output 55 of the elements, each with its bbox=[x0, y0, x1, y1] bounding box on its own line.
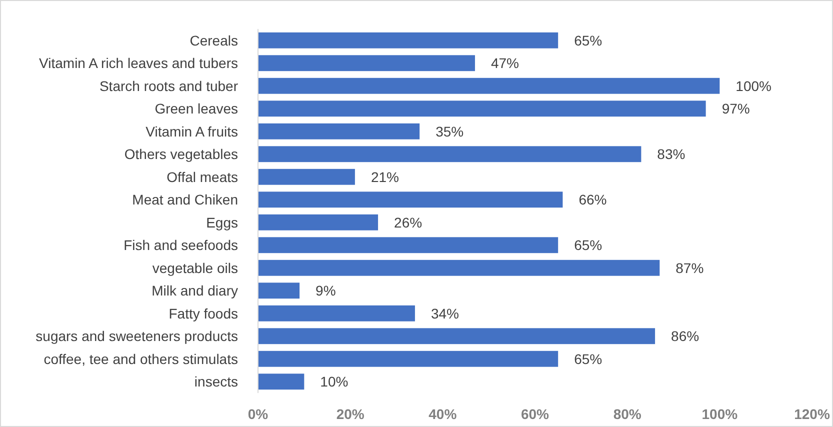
data-label: 21% bbox=[370, 168, 399, 185]
y-tick-label: coffee, tee and others stimulats bbox=[44, 350, 238, 367]
y-tick-label: Cereals bbox=[190, 32, 238, 48]
bar bbox=[258, 282, 300, 299]
data-label: 65% bbox=[574, 32, 602, 48]
data-label: 9% bbox=[316, 282, 336, 299]
data-label: 35% bbox=[436, 123, 464, 140]
bar bbox=[258, 146, 642, 162]
bar bbox=[258, 328, 656, 344]
y-tick-label: Fish and seefoods bbox=[124, 237, 238, 254]
bar bbox=[258, 260, 660, 276]
x-tick-label: 80% bbox=[613, 406, 642, 422]
bar bbox=[258, 123, 420, 140]
bar bbox=[258, 374, 304, 390]
y-tick-label: Others vegetables bbox=[124, 146, 238, 162]
data-label: 83% bbox=[657, 146, 686, 162]
data-label: 47% bbox=[490, 55, 520, 72]
y-tick-label: sugars and sweeteners products bbox=[36, 328, 238, 344]
bar bbox=[258, 100, 706, 117]
y-tick-label: Offal meats bbox=[166, 168, 238, 185]
y-tick-label: Starch roots and tuber bbox=[99, 78, 238, 94]
bar bbox=[258, 78, 720, 94]
data-label: 86% bbox=[671, 328, 700, 344]
x-tick-label: 100% bbox=[702, 406, 738, 422]
data-label: 10% bbox=[320, 374, 348, 390]
data-label: 100% bbox=[736, 78, 772, 94]
y-tick-label: Vitamin A fruits bbox=[146, 123, 238, 140]
bar bbox=[258, 168, 355, 185]
y-tick-label: Eggs bbox=[206, 214, 238, 230]
bar bbox=[258, 350, 558, 367]
x-tick-label: 20% bbox=[336, 406, 365, 422]
bar bbox=[258, 214, 378, 230]
y-tick-label: Milk and diary bbox=[152, 282, 238, 299]
y-tick-label: vegetable oils bbox=[152, 260, 238, 276]
bar bbox=[258, 32, 558, 48]
data-label: 87% bbox=[676, 260, 704, 276]
bar bbox=[258, 192, 563, 208]
y-tick-label: Green leaves bbox=[154, 100, 238, 117]
data-label: 65% bbox=[574, 350, 602, 367]
x-tick-label: 60% bbox=[520, 406, 550, 422]
y-tick-label: insects bbox=[194, 374, 238, 390]
data-label: 26% bbox=[394, 214, 422, 230]
data-label: 34% bbox=[430, 305, 459, 322]
x-tick-label: 0% bbox=[248, 406, 269, 422]
bar bbox=[258, 55, 475, 72]
y-tick-label: Vitamin A rich leaves and tubers bbox=[39, 55, 238, 72]
x-tick-label: 120% bbox=[794, 406, 830, 422]
bar bbox=[258, 305, 415, 322]
data-label: 97% bbox=[722, 100, 750, 117]
bar bbox=[258, 237, 558, 254]
data-label: 65% bbox=[574, 237, 602, 254]
data-label: 66% bbox=[578, 192, 607, 208]
y-tick-label: Fatty foods bbox=[168, 305, 238, 322]
y-tick-label: Meat and Chiken bbox=[132, 192, 238, 208]
x-tick-label: 40% bbox=[428, 406, 458, 422]
